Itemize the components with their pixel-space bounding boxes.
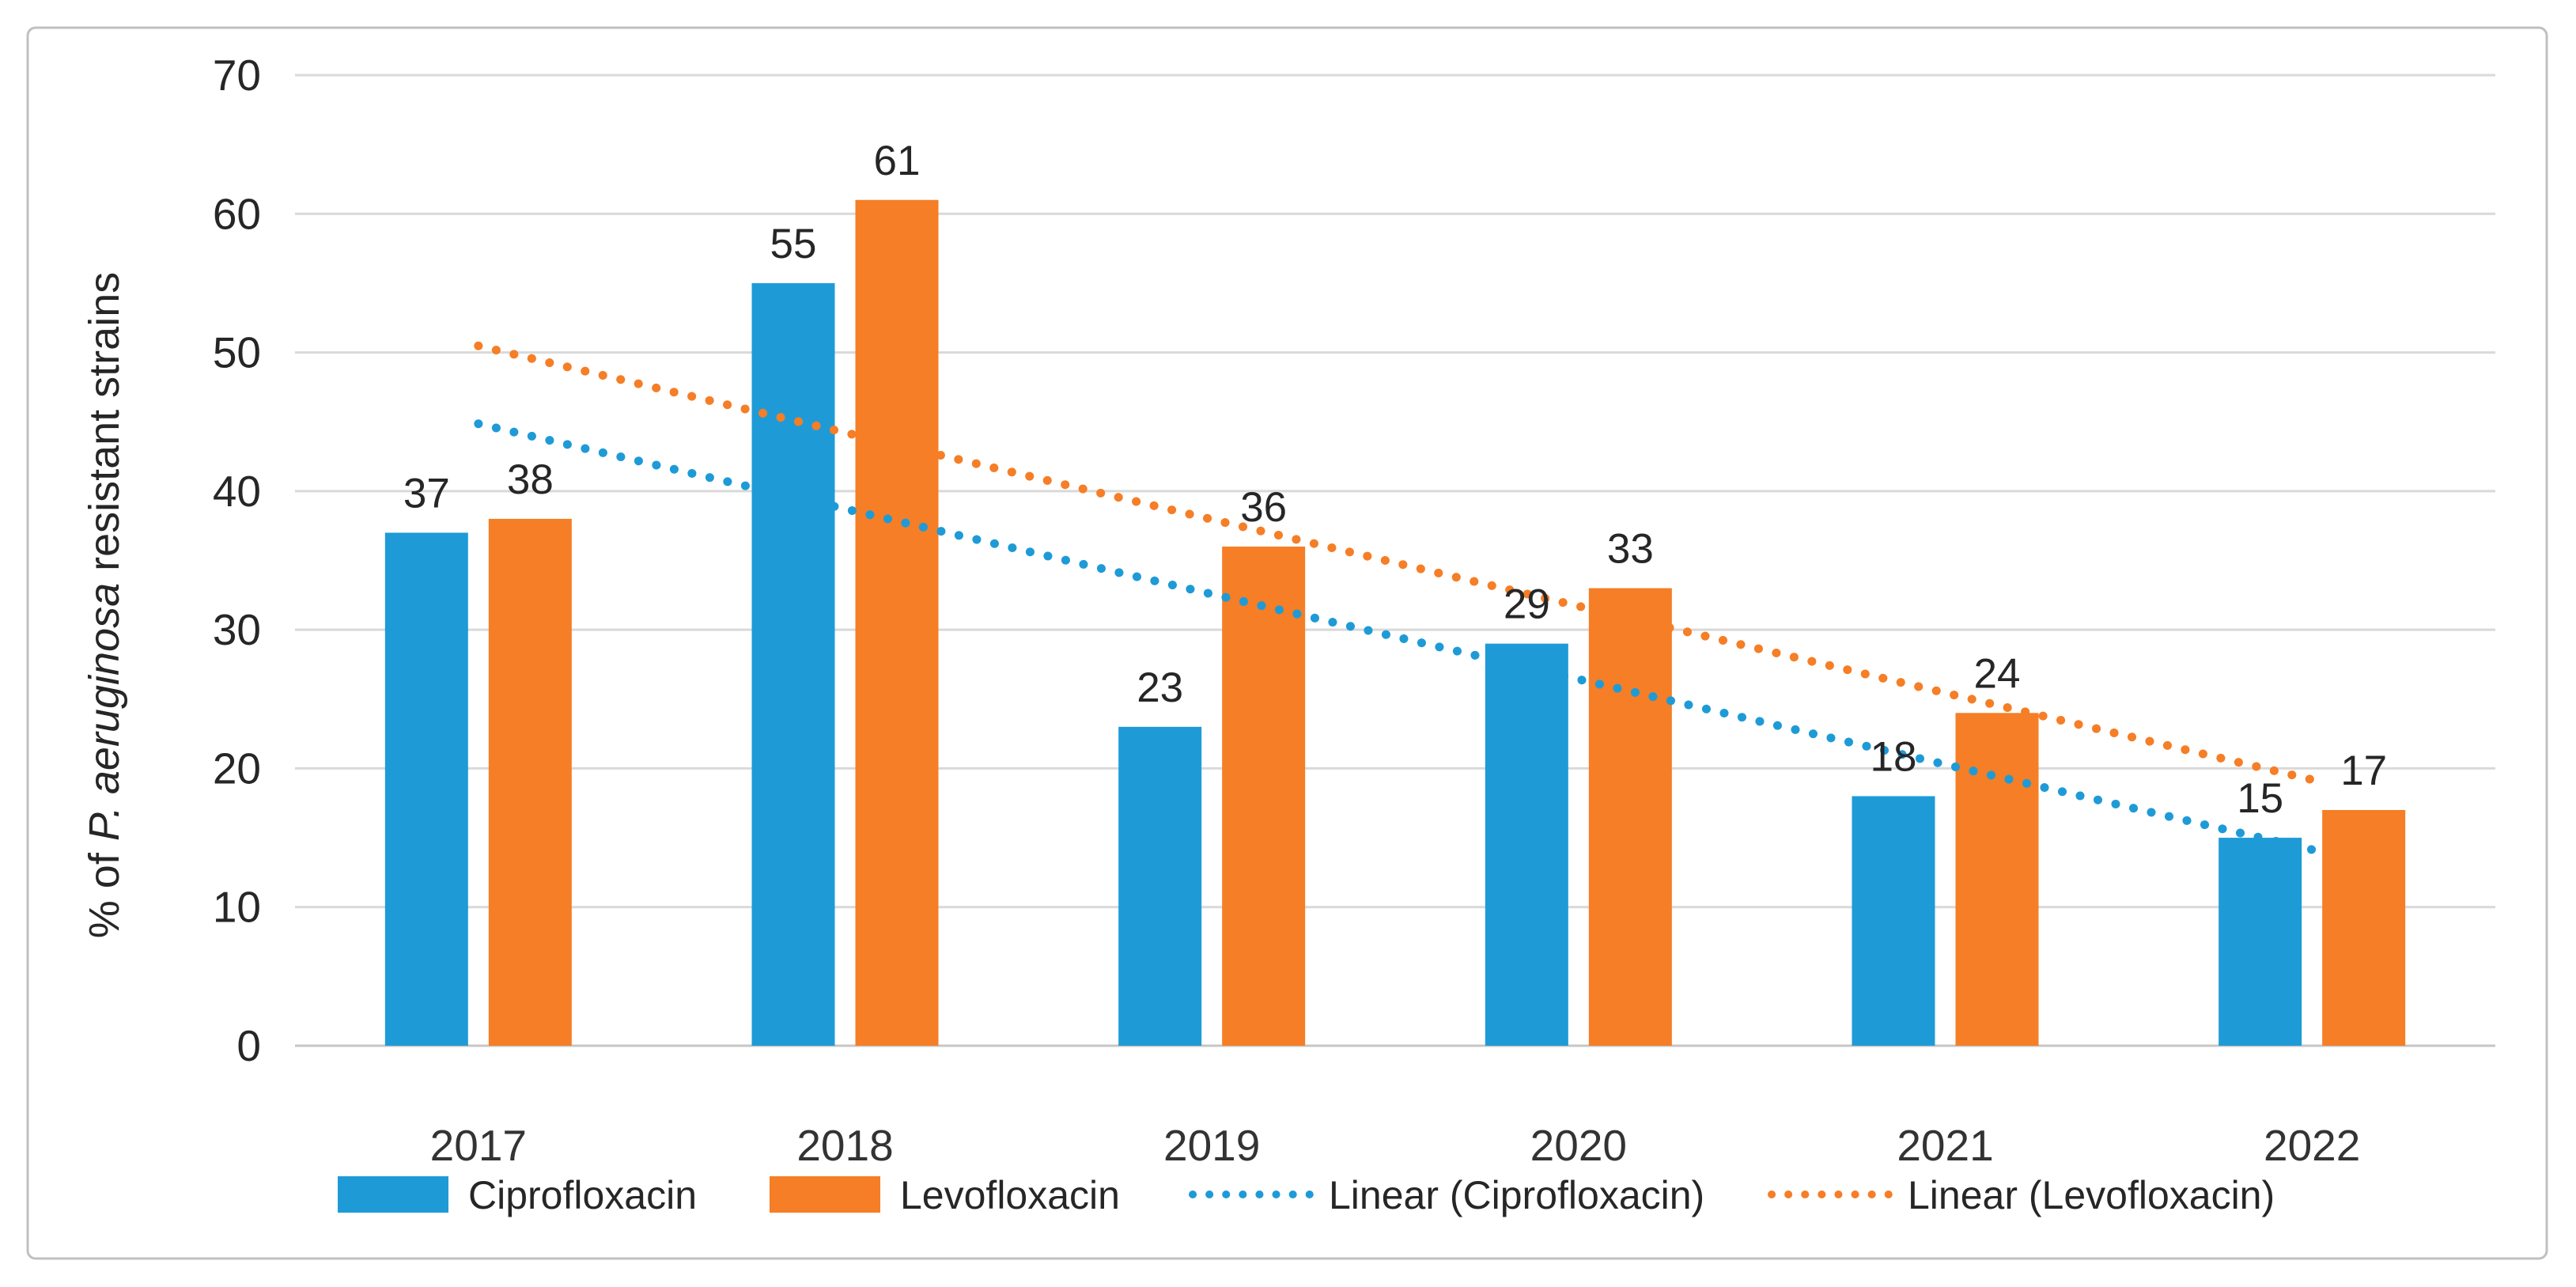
bars [384, 199, 2406, 1047]
y-tick-label: 30 [213, 605, 261, 654]
data-label: 17 [2340, 748, 2387, 794]
y-tick-label: 60 [213, 189, 261, 238]
data-label: 36 [1240, 484, 1287, 531]
trendline [474, 341, 2317, 785]
y-tick-label: 0 [236, 1021, 261, 1070]
data-label: 61 [874, 138, 921, 184]
legend: Ciprofloxacin Levofloxacin Linear (Ciprofl… [338, 1173, 2275, 1217]
y-axis-title-italic: P. aeruginosa [81, 583, 128, 841]
data-label: 38 [507, 456, 554, 503]
legend-swatch [770, 1176, 880, 1213]
category-label: 2018 [796, 1121, 893, 1170]
data-label: 55 [770, 221, 817, 267]
bar [1852, 796, 1935, 1046]
bar [751, 282, 835, 1046]
category-label: 2021 [1897, 1121, 1993, 1170]
category-label: 2019 [1163, 1121, 1260, 1170]
y-tick-label: 40 [213, 467, 261, 516]
category-label: 2022 [2264, 1121, 2360, 1170]
data-label: 18 [1871, 733, 1917, 780]
y-axis-title-prefix: % of [81, 841, 128, 938]
y-tick-label: 50 [213, 328, 261, 377]
y-tick-label: 10 [213, 883, 261, 932]
bar [1118, 726, 1202, 1046]
y-tick-label: 70 [213, 51, 261, 100]
x-axis-labels: 2017 2018 2019 2020 2021 2022 [430, 1121, 2361, 1170]
legend-label: Linear (Ciprofloxacin) [1329, 1173, 1704, 1217]
trendline [474, 419, 2317, 854]
data-label: 15 [2237, 775, 2283, 822]
category-label: 2020 [1530, 1121, 1627, 1170]
data-label: 37 [403, 470, 450, 517]
bar [1588, 588, 1672, 1046]
y-axis-title-suffix: resistant strains [81, 272, 128, 583]
legend-swatch [338, 1176, 448, 1213]
y-axis-title: % of P. aeruginosa resistant strains [81, 272, 128, 938]
y-tick-label: 20 [213, 744, 261, 793]
legend-label: Linear (Levofloxacin) [1908, 1173, 2275, 1217]
gridlines [295, 74, 2495, 1047]
category-label: 2017 [430, 1121, 527, 1170]
y-axis-ticks: 0 10 20 30 40 50 60 70 [213, 51, 261, 1070]
legend-label: Ciprofloxacin [468, 1173, 697, 1217]
data-label: 23 [1137, 664, 1183, 711]
trendlines [474, 341, 2317, 854]
data-label: 29 [1504, 581, 1550, 628]
bar [1485, 643, 1568, 1046]
data-label: 33 [1607, 526, 1654, 573]
bar [855, 199, 939, 1047]
data-label: 24 [1974, 650, 2021, 697]
bar [1222, 546, 1306, 1046]
bar [1955, 713, 2039, 1046]
bar [2322, 810, 2406, 1046]
bar [384, 532, 468, 1046]
bar [2219, 838, 2302, 1046]
bar [488, 518, 572, 1046]
legend-label: Levofloxacin [900, 1173, 1120, 1217]
data-labels: 37 55 23 29 18 15 38 61 36 33 24 17 [403, 138, 2387, 822]
